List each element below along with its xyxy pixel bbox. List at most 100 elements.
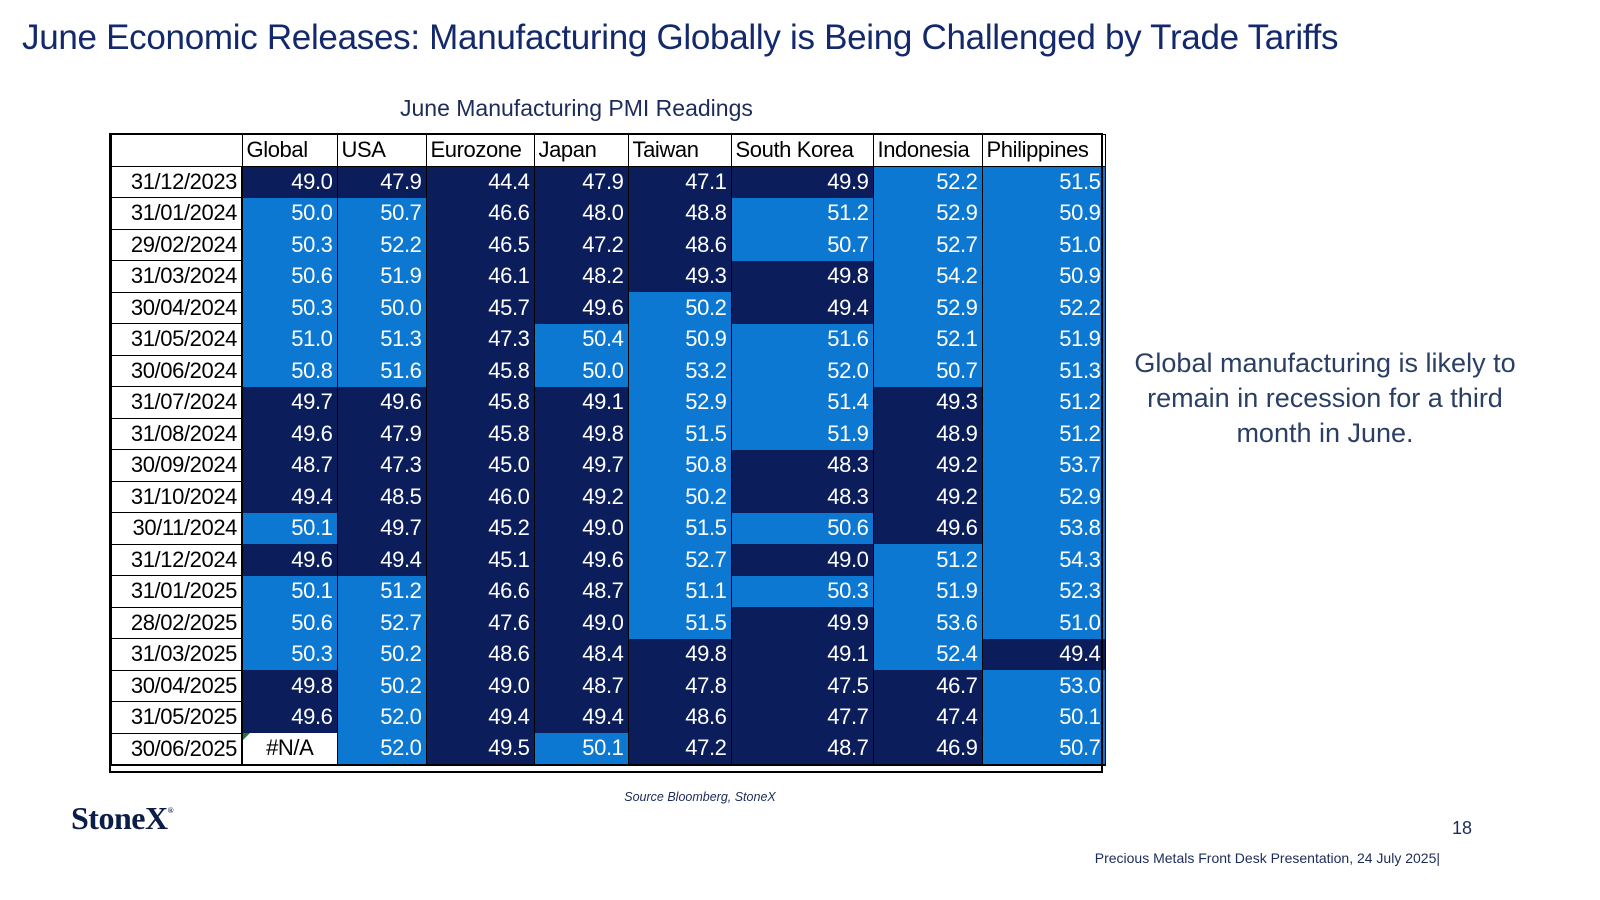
table-row: 30/06/2025 #N/A 52.0 49.5 50.1 47.2 48.7 46.9 50… xyxy=(110,732,1106,766)
pmi-value-cell: 49.7 xyxy=(337,512,427,544)
pmi-value-cell: 47.4 xyxy=(873,701,983,733)
pmi-value-cell: 49.8 xyxy=(731,260,874,292)
pmi-value-cell: 51.9 xyxy=(873,575,983,607)
pmi-value-cell: 50.3 xyxy=(242,638,338,670)
pmi-value-cell: 49.4 xyxy=(426,701,535,733)
pmi-value-cell: 50.2 xyxy=(628,292,732,324)
pmi-value-cell: 48.6 xyxy=(426,638,535,670)
pmi-value-cell: 52.9 xyxy=(873,292,983,324)
pmi-value-cell: 49.8 xyxy=(534,418,629,450)
pmi-value-cell: 48.7 xyxy=(534,575,629,607)
pmi-value-cell: 48.6 xyxy=(628,229,732,261)
pmi-value-cell: 47.9 xyxy=(337,166,427,198)
pmi-value-cell: 46.0 xyxy=(426,481,535,513)
header-indonesia: Indonesia xyxy=(872,134,983,167)
pmi-value-cell: 47.1 xyxy=(628,166,732,198)
pmi-value-cell: 51.2 xyxy=(873,544,983,576)
row-date: 30/09/2024 xyxy=(110,449,243,482)
row-date: 31/12/2024 xyxy=(110,543,243,576)
pmi-value-cell: 52.7 xyxy=(628,544,732,576)
table-body: 31/12/2023 49.0 47.9 44.4 47.9 47.1 49.9 52.2 51… xyxy=(110,165,1106,766)
pmi-value-cell: #N/A xyxy=(242,733,338,766)
pmi-value-cell: 52.9 xyxy=(873,197,983,229)
pmi-value-cell: 53.0 xyxy=(982,670,1106,702)
pmi-value-cell: 51.1 xyxy=(628,575,732,607)
pmi-value-cell: 50.9 xyxy=(982,197,1106,229)
header-eurozone: Eurozone xyxy=(425,134,535,167)
pmi-value-cell: 50.2 xyxy=(337,638,427,670)
pmi-value-cell: 48.9 xyxy=(873,418,983,450)
pmi-value-cell: 45.0 xyxy=(426,449,535,481)
table-row: 30/04/2025 49.8 50.2 49.0 48.7 47.8 47.5 46.7 53… xyxy=(110,669,1106,702)
pmi-value-cell: 51.9 xyxy=(731,418,874,450)
table-row: 31/03/2025 50.3 50.2 48.6 48.4 49.8 49.1 52.4 49… xyxy=(110,638,1106,671)
pmi-value-cell: 47.3 xyxy=(337,449,427,481)
table-row: 31/05/2025 49.6 52.0 49.4 49.4 48.6 47.7 47.4 50… xyxy=(110,701,1106,734)
pmi-value-cell: 45.7 xyxy=(426,292,535,324)
pmi-value-cell: 49.0 xyxy=(534,512,629,544)
logo-text: StoneX xyxy=(71,800,168,836)
pmi-value-cell: 52.9 xyxy=(982,481,1106,513)
pmi-value-cell: 51.3 xyxy=(982,355,1106,387)
pmi-value-cell: 51.0 xyxy=(982,607,1106,639)
table-row: 30/09/2024 48.7 47.3 45.0 49.7 50.8 48.3 49.2 53… xyxy=(110,449,1106,482)
pmi-value-cell: 49.0 xyxy=(534,607,629,639)
pmi-value-cell: 48.2 xyxy=(534,260,629,292)
pmi-value-cell: 50.3 xyxy=(731,575,874,607)
side-note: Global manufacturing is likely to remain… xyxy=(1134,348,1516,448)
pmi-value-cell: 51.5 xyxy=(628,418,732,450)
pmi-value-cell: 49.4 xyxy=(534,701,629,733)
table-row: 30/04/2024 50.3 50.0 45.7 49.6 50.2 49.4 52.9 52… xyxy=(110,291,1106,324)
pmi-value-cell: 49.4 xyxy=(242,481,338,513)
header-south-korea: South Korea xyxy=(730,134,874,167)
pmi-value-cell: 51.3 xyxy=(337,323,427,355)
pmi-value-cell: 50.7 xyxy=(982,733,1106,766)
row-date: 31/01/2024 xyxy=(110,197,243,230)
pmi-value-cell: 51.5 xyxy=(628,512,732,544)
pmi-value-cell: 44.4 xyxy=(426,166,535,198)
pmi-value-cell: 49.1 xyxy=(731,638,874,670)
pmi-value-cell: 50.1 xyxy=(242,575,338,607)
slide-title: June Economic Releases: Manufacturing Gl… xyxy=(22,18,1339,57)
row-date: 31/07/2024 xyxy=(110,386,243,419)
pmi-value-cell: 53.2 xyxy=(628,355,732,387)
row-date: 31/12/2023 xyxy=(110,165,243,198)
pmi-value-cell: 49.7 xyxy=(534,449,629,481)
table-row: 30/06/2024 50.8 51.6 45.8 50.0 53.2 52.0 50.7 51… xyxy=(110,354,1106,387)
pmi-table: Global USA Eurozone Japan Taiwan South K… xyxy=(110,134,1106,766)
pmi-value-cell: 48.3 xyxy=(731,449,874,481)
pmi-value-cell: 46.1 xyxy=(426,260,535,292)
page-number: 18 xyxy=(1452,818,1473,838)
table-row: 31/08/2024 49.6 47.9 45.8 49.8 51.5 51.9 48.9 51… xyxy=(110,417,1106,450)
row-date: 30/04/2025 xyxy=(110,669,243,702)
pmi-value-cell: 50.2 xyxy=(628,481,732,513)
pmi-value-cell: 49.2 xyxy=(873,449,983,481)
stonex-logo: StoneX® xyxy=(71,800,174,837)
row-date: 28/02/2025 xyxy=(110,606,243,639)
row-date: 31/01/2025 xyxy=(110,575,243,608)
header-date-cell xyxy=(110,134,243,167)
pmi-value-cell: 47.5 xyxy=(731,670,874,702)
pmi-value-cell: 46.6 xyxy=(426,575,535,607)
pmi-value-cell: 50.1 xyxy=(242,512,338,544)
table-row: 31/03/2024 50.6 51.9 46.1 48.2 49.3 49.8 54.2 50… xyxy=(110,260,1106,293)
pmi-value-cell: 49.6 xyxy=(337,386,427,418)
pmi-value-cell: 50.8 xyxy=(242,355,338,387)
pmi-value-cell: 49.7 xyxy=(242,386,338,418)
pmi-value-cell: 50.3 xyxy=(242,229,338,261)
pmi-value-cell: 48.6 xyxy=(628,701,732,733)
pmi-value-cell: 52.2 xyxy=(337,229,427,261)
pmi-value-cell: 49.6 xyxy=(242,701,338,733)
pmi-value-cell: 47.9 xyxy=(337,418,427,450)
row-date: 30/04/2024 xyxy=(110,291,243,324)
pmi-value-cell: 49.9 xyxy=(731,607,874,639)
pmi-value-cell: 47.8 xyxy=(628,670,732,702)
row-date: 29/02/2024 xyxy=(110,228,243,261)
table-row: 31/12/2024 49.6 49.4 45.1 49.6 52.7 49.0 51.2 54… xyxy=(110,543,1106,576)
pmi-value-cell: 46.7 xyxy=(873,670,983,702)
pmi-value-cell: 49.2 xyxy=(873,481,983,513)
table-row: 31/01/2024 50.0 50.7 46.6 48.0 48.8 51.2 52.9 50… xyxy=(110,197,1106,230)
pmi-value-cell: 50.7 xyxy=(873,355,983,387)
pmi-value-cell: 52.4 xyxy=(873,638,983,670)
pmi-value-cell: 54.3 xyxy=(982,544,1106,576)
